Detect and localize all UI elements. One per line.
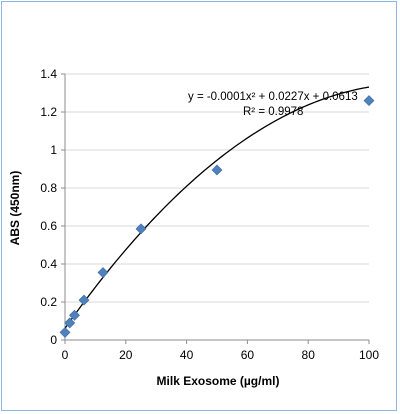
trendline-equation: y = -0.0001x² + 0.0227x + 0.0613 — [188, 91, 358, 103]
trendline — [64, 86, 370, 329]
data-point — [97, 267, 109, 278]
x-tick-label: 40 — [180, 348, 194, 362]
y-tick-label: 1.4 — [40, 67, 57, 81]
data-point — [64, 317, 76, 329]
gridlines — [65, 73, 369, 303]
y-tick-label: 0 — [50, 333, 57, 347]
x-tick-label: 60 — [241, 348, 255, 362]
data-point — [69, 309, 80, 321]
axes — [61, 73, 370, 344]
x-axis-title: Milk Exosome (µg/ml) — [157, 374, 280, 388]
y-tick-label: 1.2 — [40, 105, 57, 119]
data-point — [78, 294, 90, 306]
data-point — [59, 326, 71, 338]
data-point — [135, 223, 147, 235]
x-tick-label: 0 — [62, 348, 69, 362]
y-tick-label: 1 — [50, 143, 57, 157]
x-tick-label: 20 — [119, 348, 133, 362]
y-axis-title: ABS (450nm) — [8, 171, 22, 246]
y-tick-label: 0.4 — [40, 257, 57, 271]
y-tick-labels: 0 0.2 0.4 0.6 0.8 1 1.2 1.4 — [40, 67, 57, 347]
x-tick-label: 80 — [302, 348, 316, 362]
y-tick-label: 0.8 — [40, 181, 57, 195]
x-tick-label: 100 — [359, 348, 379, 362]
data-point — [363, 95, 375, 107]
y-tick-label: 0.6 — [40, 219, 57, 233]
y-tick-label: 0.2 — [40, 295, 57, 309]
x-tick-labels: 0 20 40 60 80 100 — [62, 348, 380, 362]
r-squared-label: R² = 0.9978 — [243, 106, 303, 118]
data-point — [211, 164, 223, 176]
data-points — [59, 95, 375, 338]
